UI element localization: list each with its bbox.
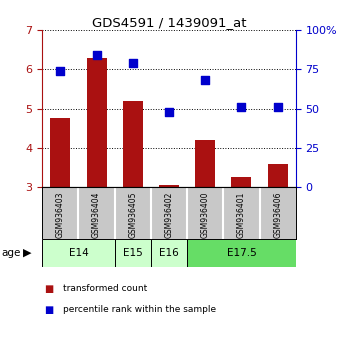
- Bar: [87, 58, 106, 187]
- Bar: [123, 101, 143, 187]
- Bar: [232, 177, 251, 187]
- Title: GDS4591 / 1439091_at: GDS4591 / 1439091_at: [92, 16, 246, 29]
- Bar: [159, 185, 179, 187]
- Text: GSM936406: GSM936406: [273, 192, 282, 238]
- Text: ■: ■: [44, 284, 53, 293]
- Bar: [50, 119, 70, 187]
- Text: E15: E15: [123, 248, 143, 258]
- Point: [239, 104, 244, 110]
- Bar: [268, 164, 288, 187]
- Text: E16: E16: [159, 248, 179, 258]
- Bar: [115, 239, 151, 267]
- Point: [275, 104, 280, 110]
- Text: E17.5: E17.5: [226, 248, 256, 258]
- Point: [166, 109, 172, 115]
- Bar: [187, 239, 296, 267]
- Text: GSM936403: GSM936403: [56, 192, 65, 238]
- Point: [94, 52, 99, 58]
- Text: age: age: [2, 248, 21, 258]
- Text: E14: E14: [69, 248, 88, 258]
- Bar: [195, 140, 215, 187]
- Point: [58, 68, 63, 74]
- Text: GSM936401: GSM936401: [237, 192, 246, 238]
- Bar: [42, 239, 115, 267]
- Text: GSM936404: GSM936404: [92, 192, 101, 238]
- Point: [130, 60, 136, 66]
- Text: ■: ■: [44, 305, 53, 315]
- Text: GSM936400: GSM936400: [201, 192, 210, 238]
- Text: ▶: ▶: [23, 248, 31, 258]
- Text: transformed count: transformed count: [63, 284, 147, 293]
- Bar: [151, 239, 187, 267]
- Point: [202, 78, 208, 83]
- Text: percentile rank within the sample: percentile rank within the sample: [63, 305, 216, 314]
- Text: GSM936402: GSM936402: [165, 192, 173, 238]
- Text: GSM936405: GSM936405: [128, 192, 137, 238]
